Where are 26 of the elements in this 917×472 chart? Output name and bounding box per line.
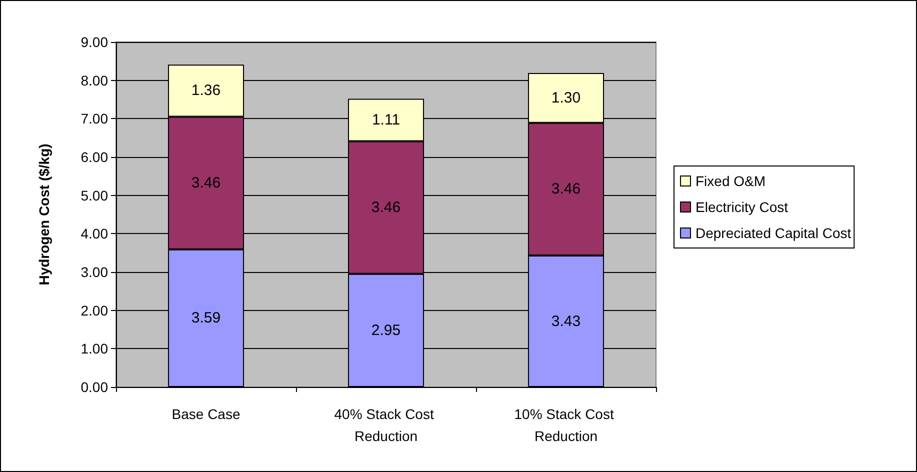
data-label: 3.46: [551, 180, 581, 198]
x-tick-label: Base Case: [172, 406, 240, 422]
data-label: 1.11: [372, 112, 400, 129]
legend-label: Fixed O&M: [696, 173, 766, 189]
y-tick-label: 4.00: [80, 226, 108, 242]
y-tick-label: 7.00: [80, 110, 108, 127]
legend-label: Depreciated Capital Cost: [696, 225, 852, 241]
y-tick-label: 3.00: [80, 264, 108, 280]
data-label: 3.46: [371, 199, 401, 216]
y-tick-label: 1.00: [80, 340, 108, 357]
y-tick-label: 9.00: [80, 34, 108, 50]
data-label: 1.30: [551, 89, 581, 106]
x-tick-label: 40% Stack Cost Reduction: [334, 406, 438, 444]
x-tick-label: 10% Stack Cost Reduction: [514, 406, 618, 444]
data-label: 2.95: [371, 322, 401, 339]
data-label: 3.59: [191, 310, 221, 327]
y-tick-label: 8.00: [80, 72, 108, 88]
y-tick-label: 0.00: [80, 379, 108, 395]
y-axis-title: Hydrogen Cost ($/kg): [36, 144, 52, 286]
y-tick-label: 6.00: [80, 149, 108, 165]
data-label: 3.46: [191, 174, 221, 192]
data-label: 3.43: [551, 312, 581, 330]
y-tick-label: 2.00: [80, 302, 108, 318]
legend-label: Electricity Cost: [696, 199, 788, 215]
y-tick-label: 5.00: [80, 187, 108, 204]
data-label: 1.36: [191, 82, 221, 100]
